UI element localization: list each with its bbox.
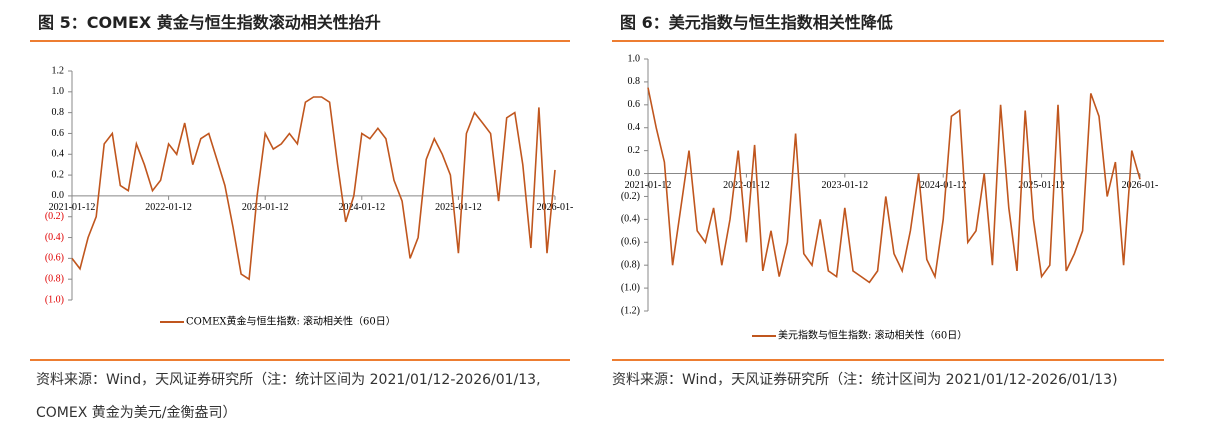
y-tick-label: 0.2 (628, 145, 641, 156)
y-tick-label: 0.0 (52, 190, 65, 201)
x-tick-label: 2023-01-12 (242, 202, 289, 213)
y-tick-label: 0.4 (628, 122, 641, 133)
y-tick-label: (1.0) (45, 294, 64, 305)
legend-label: COMEX黄金与恒生指数: 滚动相关性（60日） (186, 315, 396, 328)
series-line (647, 87, 1141, 284)
x-tick-label: 2024-01-12 (920, 180, 967, 191)
x-tick-label: 2022-01-12 (723, 180, 770, 191)
x-tick-label: 2025-01-12 (1018, 180, 1065, 191)
y-tick-label: (0.8) (45, 273, 64, 284)
chart-title: 图 6：美元指数与恒生指数相关性降低 (620, 13, 893, 32)
series-line (71, 96, 556, 281)
y-tick-label: (0.6) (621, 237, 640, 248)
y-tick-label: (0.8) (621, 259, 640, 270)
y-tick-label: 0.8 (628, 76, 641, 87)
x-tick-label: 2025-01-12 (435, 202, 482, 213)
source-note: 资料来源：Wind，天风证券研究所（注：统计区间为 2021/01/12-202… (612, 372, 1118, 388)
y-tick-label: 1.2 (52, 65, 65, 76)
x-tick-label: 2026-01- (537, 202, 574, 213)
x-tick-label: 2023-01-12 (821, 180, 868, 191)
y-tick-label: 1.0 (52, 86, 65, 97)
y-tick-label: (1.0) (621, 282, 640, 293)
y-tick-label: (0.6) (45, 253, 64, 264)
x-tick-label: 2021-01-12 (625, 180, 672, 191)
y-tick-label: (0.2) (45, 211, 64, 222)
y-tick-label: 0.6 (628, 99, 641, 110)
y-tick-label: (0.4) (621, 214, 640, 225)
x-tick-label: 2022-01-12 (145, 202, 192, 213)
y-tick-label: 0.6 (52, 128, 65, 139)
y-tick-label: 0.4 (52, 149, 65, 160)
y-tick-label: 0.2 (52, 169, 65, 180)
source-note: 资料来源：Wind，天风证券研究所（注：统计区间为 2021/01/12-202… (36, 372, 541, 421)
y-tick-label: 0.0 (628, 168, 641, 179)
y-tick-label: 0.8 (52, 107, 65, 118)
legend-label: 美元指数与恒生指数: 滚动相关性（60日） (778, 329, 967, 342)
chart-title: 图 5：COMEX 黄金与恒生指数滚动相关性抬升 (38, 13, 381, 32)
x-tick-label: 2026-01- (1122, 180, 1159, 191)
x-tick-label: 2024-01-12 (338, 202, 385, 213)
x-tick-label: 2021-01-12 (49, 202, 96, 213)
y-tick-label: (0.4) (45, 232, 64, 243)
y-tick-label: (1.2) (621, 305, 640, 316)
y-tick-label: (0.2) (621, 191, 640, 202)
y-tick-label: 1.0 (628, 53, 641, 64)
